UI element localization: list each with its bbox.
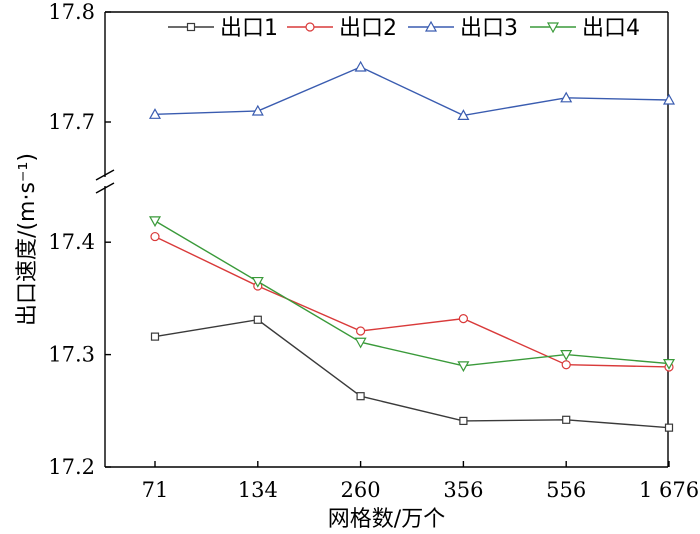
x-tick-label: 260 [341, 478, 381, 502]
series-line-1 [154, 319, 670, 429]
data-point [354, 337, 367, 349]
data-point [560, 350, 573, 361]
axis-break-mark [95, 182, 115, 194]
y-axis-title: 出口速度/(m·s⁻¹) [15, 153, 40, 326]
legend-marker [186, 22, 196, 32]
legend-label: 出口2 [339, 16, 397, 41]
x-tick-label: 556 [546, 478, 586, 502]
data-point [148, 216, 162, 228]
y-tick-label: 17.3 [48, 343, 95, 367]
data-point [150, 332, 160, 341]
x-tick-label: 1 676 [639, 478, 699, 502]
data-point [560, 91, 573, 103]
plot-area: 17.2 17.3 17.4 17.7 17.8 71 134 260 356 556 1 676 [48, 0, 699, 502]
legend-label: 出口3 [460, 16, 518, 41]
x-tick-label: 134 [238, 478, 278, 502]
series-line-3 [154, 66, 670, 117]
y-tick-label: 17.8 [48, 0, 95, 24]
legend-marker [424, 20, 438, 32]
legend-marker [305, 22, 315, 32]
legend-marker [546, 22, 560, 34]
legend-label: 出口4 [582, 16, 640, 41]
data-point [459, 416, 468, 426]
data-point [253, 315, 262, 324]
data-point [457, 109, 470, 121]
series-line-2 [154, 235, 670, 368]
y-tick-label: 17.7 [48, 110, 95, 134]
data-point [251, 104, 264, 116]
y-tick-label: 17.4 [48, 230, 95, 254]
legend-label: 出口1 [220, 16, 278, 41]
axis-break-mark [95, 169, 115, 181]
data-point [561, 360, 571, 370]
data-point [457, 361, 470, 373]
x-axis-title: 网格数/万个 [328, 507, 445, 532]
data-point [150, 231, 160, 242]
x-tick-label: 356 [443, 478, 483, 502]
legend: 出口1 出口2 出口3 出口4 [168, 16, 640, 41]
y-tick-label: 17.2 [48, 455, 95, 479]
data-point [354, 60, 367, 72]
data-point [662, 358, 676, 370]
data-point [148, 108, 162, 119]
data-point [664, 423, 674, 432]
data-point [251, 276, 264, 288]
data-point [562, 415, 571, 424]
series-line-4 [154, 220, 670, 367]
data-point [662, 93, 676, 105]
data-point [458, 314, 468, 324]
x-tick-label: 71 [142, 478, 169, 502]
data-point [356, 392, 365, 401]
data-point [356, 326, 366, 336]
